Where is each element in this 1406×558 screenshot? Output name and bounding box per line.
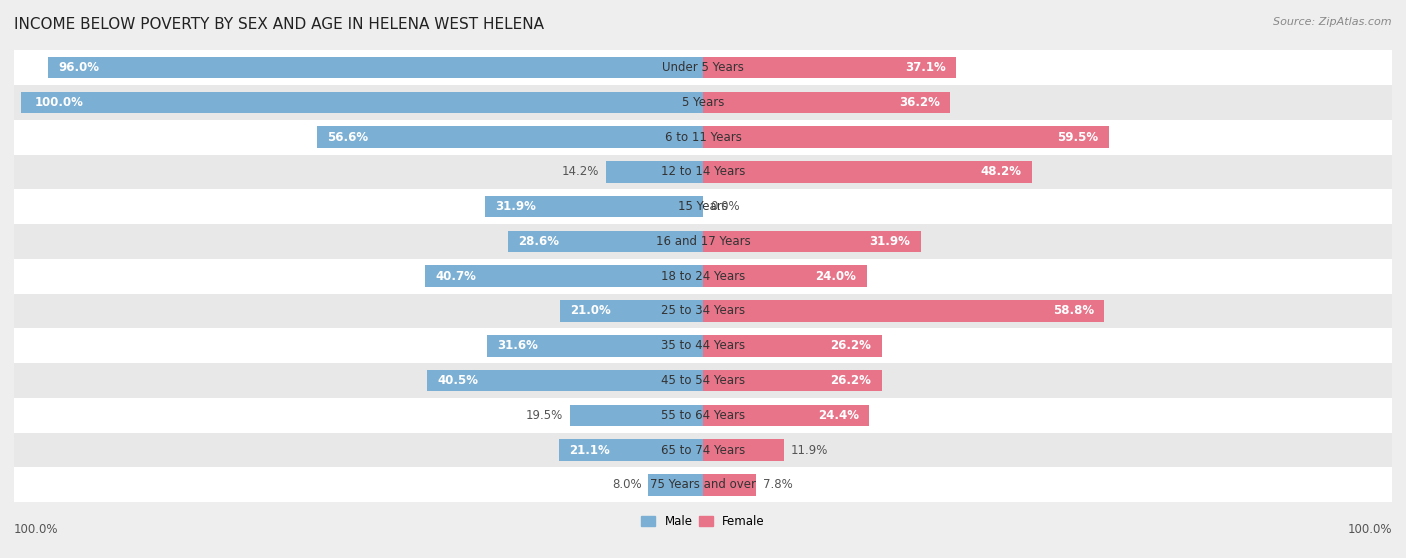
Bar	[703, 335, 882, 357]
Bar	[7, 85, 1399, 120]
Bar	[703, 266, 866, 287]
Text: 25 to 34 Years: 25 to 34 Years	[661, 305, 745, 318]
Text: 21.0%: 21.0%	[569, 305, 610, 318]
Bar	[48, 57, 703, 78]
Text: Source: ZipAtlas.com: Source: ZipAtlas.com	[1274, 17, 1392, 27]
Text: 40.5%: 40.5%	[437, 374, 478, 387]
Bar	[703, 300, 1104, 322]
Bar	[7, 432, 1399, 468]
Bar	[606, 161, 703, 182]
Bar	[7, 155, 1399, 189]
Bar	[703, 126, 1109, 148]
Bar	[703, 474, 756, 496]
Text: 65 to 74 Years: 65 to 74 Years	[661, 444, 745, 456]
Text: 26.2%: 26.2%	[831, 339, 872, 352]
Text: Under 5 Years: Under 5 Years	[662, 61, 744, 74]
Bar	[7, 398, 1399, 432]
Bar	[7, 120, 1399, 155]
Text: 28.6%: 28.6%	[519, 235, 560, 248]
Bar	[7, 328, 1399, 363]
Text: 5 Years: 5 Years	[682, 96, 724, 109]
Text: 40.7%: 40.7%	[436, 270, 477, 283]
Text: 59.5%: 59.5%	[1057, 131, 1098, 143]
Text: 6 to 11 Years: 6 to 11 Years	[665, 131, 741, 143]
Bar	[427, 370, 703, 391]
Text: 58.8%: 58.8%	[1053, 305, 1094, 318]
Text: INCOME BELOW POVERTY BY SEX AND AGE IN HELENA WEST HELENA: INCOME BELOW POVERTY BY SEX AND AGE IN H…	[14, 17, 544, 32]
Bar	[21, 92, 703, 113]
Bar	[7, 363, 1399, 398]
Text: 18 to 24 Years: 18 to 24 Years	[661, 270, 745, 283]
Text: 36.2%: 36.2%	[898, 96, 939, 109]
Legend: Male, Female: Male, Female	[637, 510, 769, 532]
Bar	[7, 224, 1399, 259]
Bar	[569, 405, 703, 426]
Bar	[703, 370, 882, 391]
Bar	[703, 57, 956, 78]
Bar	[560, 439, 703, 461]
Text: 15 Years: 15 Years	[678, 200, 728, 213]
Bar	[7, 468, 1399, 502]
Text: 31.9%: 31.9%	[496, 200, 537, 213]
Bar	[7, 50, 1399, 85]
Text: 55 to 64 Years: 55 to 64 Years	[661, 409, 745, 422]
Text: 12 to 14 Years: 12 to 14 Years	[661, 165, 745, 179]
Text: 31.9%: 31.9%	[869, 235, 910, 248]
Bar	[560, 300, 703, 322]
Bar	[426, 266, 703, 287]
Bar	[7, 189, 1399, 224]
Text: 96.0%: 96.0%	[59, 61, 100, 74]
Text: 26.2%: 26.2%	[831, 374, 872, 387]
Bar	[508, 230, 703, 252]
Bar	[703, 92, 950, 113]
Text: 0.0%: 0.0%	[710, 200, 740, 213]
Bar	[7, 294, 1399, 328]
Text: 48.2%: 48.2%	[980, 165, 1022, 179]
Text: 8.0%: 8.0%	[612, 478, 641, 491]
Bar	[488, 335, 703, 357]
Text: 24.4%: 24.4%	[818, 409, 859, 422]
Bar	[316, 126, 703, 148]
Text: 7.8%: 7.8%	[763, 478, 793, 491]
Text: 19.5%: 19.5%	[526, 409, 564, 422]
Bar	[7, 259, 1399, 294]
Text: 45 to 54 Years: 45 to 54 Years	[661, 374, 745, 387]
Text: 14.2%: 14.2%	[562, 165, 599, 179]
Text: 75 Years and over: 75 Years and over	[650, 478, 756, 491]
Text: 21.1%: 21.1%	[569, 444, 610, 456]
Bar	[485, 196, 703, 218]
Text: 100.0%: 100.0%	[14, 523, 59, 536]
Text: 100.0%: 100.0%	[35, 96, 83, 109]
Text: 35 to 44 Years: 35 to 44 Years	[661, 339, 745, 352]
Text: 16 and 17 Years: 16 and 17 Years	[655, 235, 751, 248]
Text: 56.6%: 56.6%	[328, 131, 368, 143]
Text: 31.6%: 31.6%	[498, 339, 538, 352]
Bar	[648, 474, 703, 496]
Text: 37.1%: 37.1%	[905, 61, 946, 74]
Text: 24.0%: 24.0%	[815, 270, 856, 283]
Text: 11.9%: 11.9%	[792, 444, 828, 456]
Bar	[703, 439, 785, 461]
Bar	[703, 161, 1032, 182]
Bar	[703, 405, 869, 426]
Bar	[703, 230, 921, 252]
Text: 100.0%: 100.0%	[1347, 523, 1392, 536]
